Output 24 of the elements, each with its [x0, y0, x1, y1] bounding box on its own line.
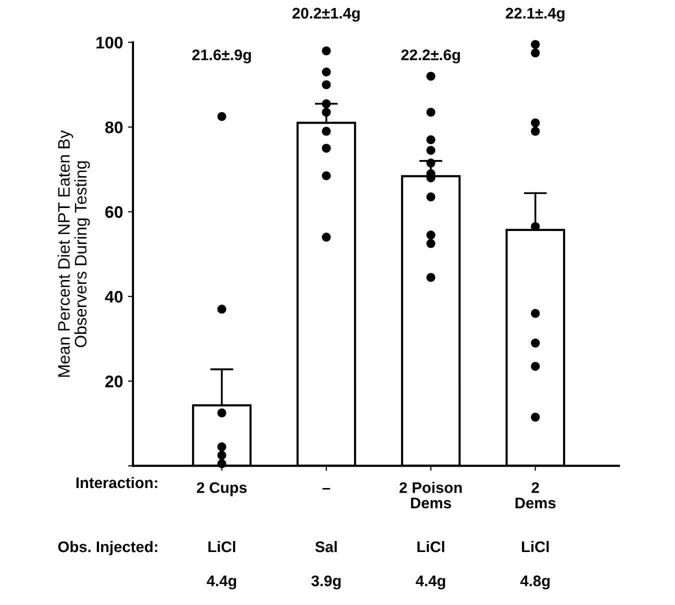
x-tick-label: 2 Dems	[516, 482, 556, 508]
text: LiCl	[522, 540, 549, 552]
text: Interaction:	[76, 476, 158, 488]
y-tick-label: 80	[105, 121, 123, 134]
text: 4.4g	[416, 576, 446, 590]
text: Sal	[315, 540, 337, 552]
y-tick-label: 40	[104, 290, 123, 303]
y-tick-label: 100	[96, 36, 123, 49]
text: 22.1±.4g	[506, 8, 564, 22]
text: 3.9g	[311, 575, 341, 590]
y-tick-label: 20	[105, 376, 123, 388]
y-axis-title: Mean Percent Diet NPT Eaten By Observers During Testing	[58, 130, 90, 377]
text: LiCl	[417, 540, 444, 552]
y-tick-label: 60	[105, 206, 123, 218]
x-tick-label: 2 Cups	[196, 482, 247, 496]
x-tick-label: 2 Poison Dems	[400, 482, 462, 508]
annotation: 21.6±.9g	[192, 49, 251, 64]
text: 4.8g	[520, 575, 550, 590]
text: LiCl	[208, 540, 236, 552]
text: Obs. Injected:	[58, 540, 158, 556]
x-tick-label: –	[322, 488, 330, 490]
text: 4.4g	[206, 576, 236, 590]
annotation: 22.2±.6g	[401, 49, 460, 64]
text: 20.2±1.4g	[292, 8, 360, 22]
